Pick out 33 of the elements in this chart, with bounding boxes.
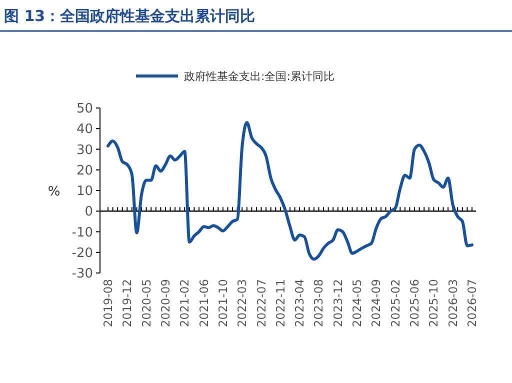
x-tick-label: 2021-06 [196, 279, 211, 328]
x-tick-label: 2025-10 [426, 279, 441, 328]
y-tick-label: -20 [72, 246, 93, 261]
x-tick-label: 2020-05 [139, 279, 154, 328]
x-tick-label: 2024-05 [350, 279, 364, 328]
x-tick-label: 2019-12 [120, 279, 134, 328]
y-tick-label: -30 [72, 266, 93, 282]
legend-label: 政府性基金支出:全国:累计同比 [184, 70, 334, 83]
x-tick-label: 2021-02 [178, 279, 192, 328]
y-tick-label: 30 [76, 142, 93, 158]
x-tick-label: 2022-03 [235, 279, 250, 328]
x-tick-label: 2020-09 [158, 279, 172, 328]
y-tick-label: 40 [76, 122, 93, 138]
x-tick-label: 2022-07 [254, 279, 268, 328]
x-tick-label: 2023-08 [312, 279, 326, 328]
y-tick-label: 0 [84, 204, 93, 220]
x-tick-label: 2021-10 [216, 279, 230, 328]
x-tick-label: 2026-03 [446, 279, 460, 328]
x-tick-label: 2026-07 [465, 279, 479, 328]
x-tick-label: 2023-04 [292, 279, 307, 328]
x-tick-label: 2024-09 [369, 279, 384, 328]
x-tick-label: 2023-12 [330, 279, 345, 328]
x-tick-label: 2025-06 [408, 279, 422, 328]
y-tick-label: -10 [72, 225, 93, 240]
y-tick-label: 10 [76, 184, 93, 199]
chart-title: 图 13：全国政府性基金支出累计同比 [4, 7, 256, 25]
x-tick-label: 2022-11 [273, 279, 288, 328]
y-tick-label: 20 [76, 163, 93, 178]
y-tick-label: 50 [76, 102, 93, 116]
line-series [106, 120, 474, 261]
x-tick-label: 2019-08 [101, 279, 115, 328]
y-axis-title: % [48, 184, 60, 200]
x-tick-label: 2025-02 [388, 279, 402, 328]
